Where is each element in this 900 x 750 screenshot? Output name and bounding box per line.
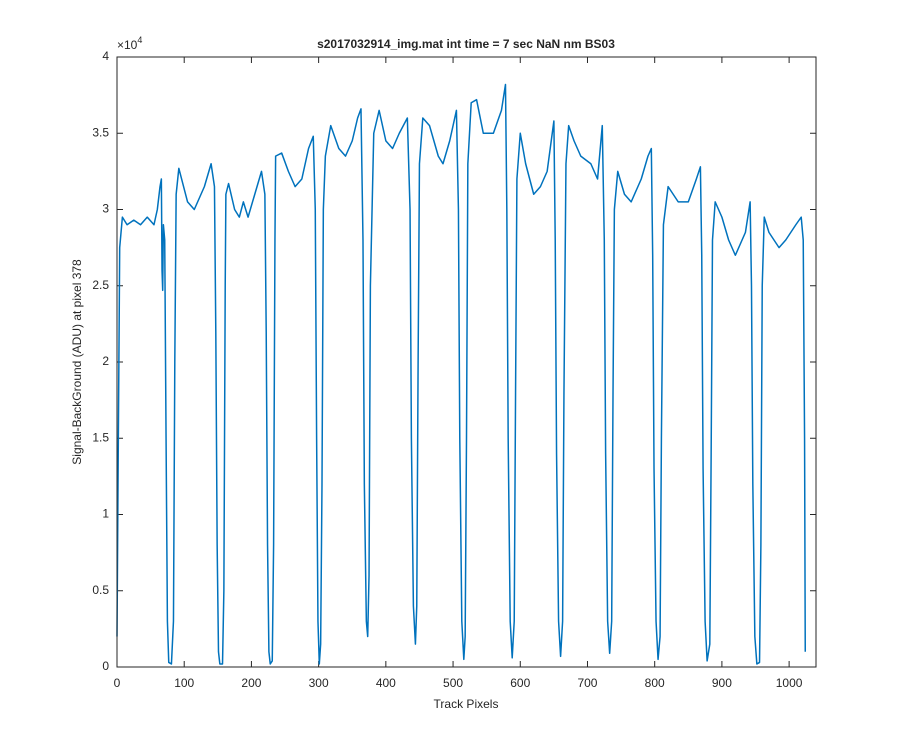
y-tick-label: 0.5 (92, 583, 109, 597)
x-tick-label: 800 (645, 676, 665, 690)
x-tick-label: 100 (174, 676, 194, 690)
y-exponent: ×104 (117, 35, 142, 52)
x-tick-label: 0 (114, 676, 121, 690)
x-tick-label: 300 (309, 676, 329, 690)
chart-title: s2017032914_img.mat int time = 7 sec NaN… (317, 37, 615, 51)
y-tick-label: 1.5 (92, 430, 109, 444)
y-tick-label: 0 (102, 659, 109, 673)
y-tick-label: 2 (102, 354, 109, 368)
y-tick-label: 4 (102, 49, 109, 63)
data-line (116, 83, 806, 665)
x-tick-label: 900 (712, 676, 732, 690)
exponent-base: ×10 (117, 38, 138, 52)
y-tick-label: 3.5 (92, 125, 109, 139)
y-axis-label: Signal-BackGround (ADU) at pixel 378 (70, 259, 84, 465)
y-tick-label: 3 (102, 202, 109, 216)
x-tick-label: 1000 (776, 676, 803, 690)
y-tick-label: 2.5 (92, 278, 109, 292)
x-tick-label: 700 (577, 676, 597, 690)
exponent-power: 4 (137, 35, 142, 45)
x-tick-label: 200 (241, 676, 261, 690)
y-tick-label: 1 (102, 507, 109, 521)
x-tick-label: 600 (510, 676, 530, 690)
x-tick-label: 400 (376, 676, 396, 690)
x-tick-label: 500 (443, 676, 463, 690)
axes-box (116, 56, 817, 668)
x-axis-label: Track Pixels (434, 697, 499, 711)
